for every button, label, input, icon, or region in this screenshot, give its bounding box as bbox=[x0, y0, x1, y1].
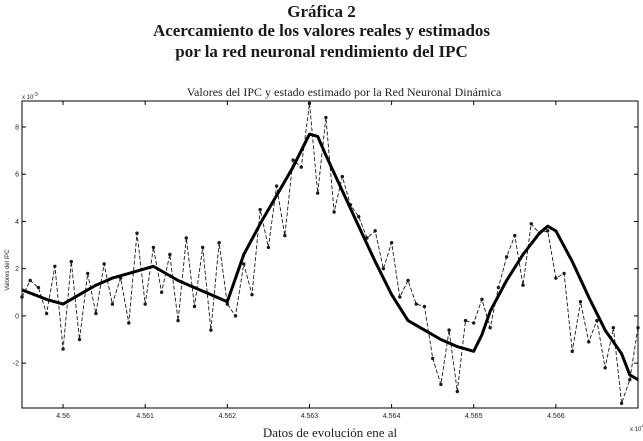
series-real-point bbox=[455, 389, 460, 394]
series-real-point bbox=[332, 210, 336, 214]
series-real-point bbox=[414, 302, 418, 306]
y-tick-label: 0 bbox=[15, 313, 19, 320]
series-real-point bbox=[554, 276, 558, 280]
series-real-point bbox=[398, 295, 402, 299]
series-real-point bbox=[496, 285, 501, 290]
series-real-point bbox=[61, 347, 65, 351]
series-real-point bbox=[357, 215, 361, 219]
series-real-point bbox=[94, 311, 98, 316]
series-real-point bbox=[373, 229, 377, 233]
series-real-point bbox=[587, 340, 591, 344]
series-real-point bbox=[603, 366, 607, 370]
series-real-point bbox=[200, 245, 205, 250]
series-real-point bbox=[562, 271, 566, 276]
axis-ticks: 4.56 4.561 4.562 4.563 4.564 4.565 4.566 -2 0 2 4 6… bbox=[13, 101, 638, 420]
series-real-point bbox=[430, 356, 435, 361]
series-real-point bbox=[102, 262, 106, 266]
series-real-point bbox=[143, 302, 147, 306]
series-real-point bbox=[529, 222, 533, 226]
series-real-point bbox=[176, 318, 180, 323]
series-real-point bbox=[480, 297, 484, 302]
y-tick-label: 8 bbox=[15, 124, 19, 131]
series-real-point bbox=[570, 349, 574, 354]
series-real-point bbox=[20, 295, 24, 299]
series-real-point bbox=[340, 174, 345, 179]
series-real-point bbox=[488, 326, 492, 330]
plot-frame bbox=[21, 100, 639, 409]
x-tick-label: 4.563 bbox=[301, 413, 319, 420]
series-real-line bbox=[21, 103, 639, 404]
series-real-point bbox=[628, 377, 632, 382]
series-real-point bbox=[504, 255, 509, 259]
y-tick-label: 2 bbox=[15, 266, 19, 273]
x-multiplier-label: x 104 bbox=[630, 424, 643, 433]
y-axis-label: Valores del IPC bbox=[5, 249, 11, 291]
series-real-point bbox=[53, 264, 57, 269]
series-real-point bbox=[242, 262, 246, 266]
series-real-point bbox=[28, 278, 32, 283]
series-real-point bbox=[389, 240, 394, 245]
series-real-point bbox=[192, 304, 197, 309]
series-real-point bbox=[595, 318, 599, 323]
series-real-point bbox=[521, 283, 525, 287]
series-real-point bbox=[406, 278, 410, 283]
x-tick-label: 4.56 bbox=[56, 413, 70, 420]
x-tick-label: 4.561 bbox=[136, 413, 154, 420]
series-real-point bbox=[463, 318, 468, 323]
y-tick-label: 6 bbox=[15, 172, 19, 179]
series-real-point bbox=[447, 328, 451, 332]
series-real-point bbox=[266, 245, 271, 250]
series-real-point bbox=[291, 158, 295, 162]
series-real-point bbox=[184, 236, 188, 240]
x-tick-label: 4.564 bbox=[383, 413, 401, 420]
series-real-point bbox=[86, 271, 90, 276]
series-real-point bbox=[324, 115, 328, 120]
series-real-point bbox=[36, 285, 41, 290]
series-real-point bbox=[110, 302, 115, 306]
series-real-point bbox=[168, 252, 172, 257]
series-real-point bbox=[422, 304, 427, 309]
series-real-point bbox=[258, 207, 262, 212]
series-real-point bbox=[619, 401, 624, 405]
series-real-point bbox=[217, 240, 221, 245]
y-tick-label: -2 bbox=[13, 361, 19, 368]
series-real-point bbox=[233, 314, 238, 318]
figure-subtitle-line-1: Acercamiento de los valores reales y est… bbox=[152, 21, 491, 40]
series-real-point bbox=[307, 101, 312, 106]
series-real-point bbox=[69, 259, 73, 264]
series-real-point bbox=[77, 337, 82, 342]
x-tick-label: 4.565 bbox=[465, 413, 483, 420]
series-real-point bbox=[439, 382, 443, 387]
series-real-point bbox=[274, 184, 279, 188]
series-real-point bbox=[44, 311, 49, 316]
y-multiplier-label: x 10-3 bbox=[22, 92, 38, 101]
series-real-point bbox=[513, 233, 517, 238]
series-real-point bbox=[127, 321, 131, 325]
series-real-point bbox=[299, 165, 303, 169]
x-tick-label: 4.566 bbox=[547, 413, 565, 420]
series-real-point bbox=[611, 326, 616, 330]
series-real-point bbox=[472, 321, 476, 325]
series-real-point bbox=[578, 300, 583, 304]
series-real-point bbox=[381, 266, 386, 271]
chart-title: Valores del IPC y estado estimado por la… bbox=[187, 85, 502, 99]
figure-subtitle-line-2: por la red neuronal rendimiento del IPC bbox=[175, 42, 468, 61]
x-tick-label: 4.562 bbox=[219, 413, 237, 420]
series-group bbox=[20, 101, 640, 405]
series-real-point bbox=[159, 290, 164, 294]
series-real-point bbox=[636, 326, 640, 330]
series-real-point bbox=[151, 245, 156, 250]
series-real-point bbox=[315, 191, 320, 195]
x-axis-label: Datos de evolución ene al bbox=[263, 425, 398, 440]
series-real-point bbox=[283, 233, 287, 238]
series-real-point bbox=[209, 328, 213, 332]
y-tick-label: 4 bbox=[15, 219, 19, 226]
series-real-point bbox=[545, 229, 550, 233]
series-estimated-line bbox=[21, 132, 639, 381]
figure-title: Gráfica 2 bbox=[287, 2, 356, 21]
series-real-point bbox=[135, 231, 139, 235]
series-real-point bbox=[225, 302, 230, 306]
series-real-point bbox=[250, 292, 254, 297]
